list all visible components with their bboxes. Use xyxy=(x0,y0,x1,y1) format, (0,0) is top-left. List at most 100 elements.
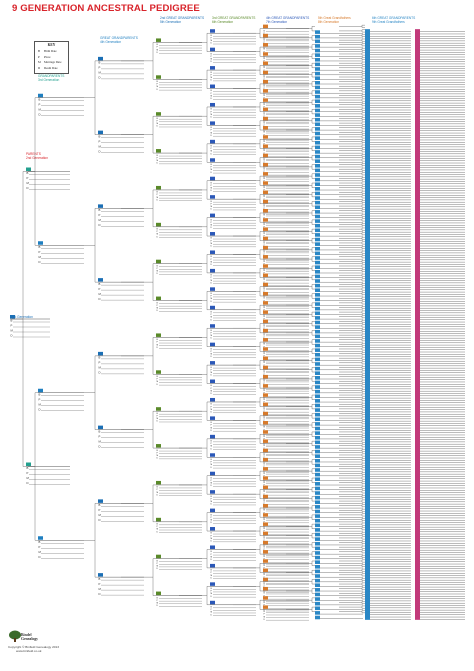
field-label: P xyxy=(157,194,159,196)
gen9-father-marker xyxy=(365,72,370,76)
gen9-mother-marker xyxy=(415,584,420,588)
gen9-father-marker xyxy=(365,95,370,99)
gen9-mother-marker xyxy=(415,545,420,549)
gen9-father-marker xyxy=(365,132,370,136)
field-label: B xyxy=(264,491,266,493)
gen9-mother-marker xyxy=(415,206,420,210)
gen8-marker xyxy=(315,597,320,601)
gen9-mother-marker xyxy=(415,395,420,399)
gen9-father-marker xyxy=(365,227,370,231)
field-label: B xyxy=(264,132,266,134)
field-label: D xyxy=(264,103,266,105)
gen8-marker xyxy=(315,214,320,219)
gen9-father-marker xyxy=(365,112,370,116)
field-label: D xyxy=(264,471,266,473)
gen9-father-marker xyxy=(365,409,370,413)
gen9-mother-marker xyxy=(415,146,420,150)
gen9-mother-marker xyxy=(415,176,420,180)
gen8-marker xyxy=(315,339,320,343)
gen9-mother-marker xyxy=(415,473,420,477)
gen9-mother-marker xyxy=(415,508,420,512)
gen8-marker xyxy=(315,380,320,385)
field-label: D xyxy=(264,149,266,151)
field-label: B xyxy=(211,293,213,295)
gen8-marker xyxy=(315,205,320,210)
person-marker xyxy=(210,305,215,310)
gen9-mother-marker xyxy=(415,324,420,328)
gen9-mother-marker xyxy=(415,526,420,530)
gen8-marker xyxy=(315,343,320,348)
gen8-marker xyxy=(315,458,320,463)
gen9-father-marker xyxy=(365,524,370,528)
field-label: B xyxy=(264,298,266,300)
field-label: P xyxy=(211,240,213,242)
field-label: M xyxy=(39,550,42,554)
gen9-mother-marker xyxy=(415,135,420,139)
field-label: D xyxy=(264,186,266,188)
gen8-marker xyxy=(315,560,320,564)
field-label: B xyxy=(157,265,159,267)
gen9-mother-marker xyxy=(415,234,420,238)
field-label: P xyxy=(211,333,213,335)
person-marker xyxy=(210,379,215,384)
field-label: P xyxy=(99,139,101,143)
gen9-father-marker xyxy=(365,31,370,35)
gen8-marker xyxy=(315,251,320,256)
gen9-father-marker xyxy=(365,607,370,611)
gen9-mother-marker xyxy=(415,79,420,83)
gen9-mother-marker xyxy=(415,607,420,611)
field-label: P xyxy=(157,526,159,528)
gen-label-5th-great: 5th Great Grandfathers 8th Generation xyxy=(318,16,351,24)
gen9-mother-marker xyxy=(415,185,420,189)
gen9-father-marker xyxy=(365,418,370,422)
gen9-mother-marker xyxy=(415,593,420,597)
gen9-mother-marker xyxy=(415,328,420,332)
gen9-father-marker xyxy=(365,427,370,431)
gen9-father-marker xyxy=(365,614,370,618)
gen-label-3rd-great: 3rd GREAT GRANDPARENTS 6th Generation xyxy=(212,16,256,24)
gen9-father-marker xyxy=(365,310,370,314)
field-label: M xyxy=(157,492,159,494)
gen9-mother-marker xyxy=(415,167,420,171)
gen9-mother-marker xyxy=(415,418,420,422)
field-label: P xyxy=(99,213,101,217)
gen9-father-marker xyxy=(365,478,370,482)
gen9-father-marker xyxy=(365,29,370,33)
person-marker xyxy=(10,315,15,319)
gen9-mother-marker xyxy=(415,483,420,487)
field-label: M xyxy=(211,335,213,337)
gen8-marker xyxy=(315,53,320,57)
person-marker xyxy=(263,531,268,536)
gen9-father-marker xyxy=(365,473,370,477)
gen9-mother-marker xyxy=(415,162,420,166)
field-label: D xyxy=(264,490,266,492)
gen9-father-marker xyxy=(365,411,370,415)
gen8-marker xyxy=(315,265,320,269)
gen8-marker xyxy=(315,34,320,39)
gen9-mother-marker xyxy=(415,347,420,351)
gen9-mother-marker xyxy=(415,443,420,447)
field-label: B xyxy=(157,192,159,194)
field-label: P xyxy=(211,259,213,261)
gen9-mother-marker xyxy=(415,303,420,307)
field-label: B xyxy=(264,537,266,539)
gen9-mother-marker xyxy=(415,95,420,99)
gen9-mother-marker xyxy=(415,469,420,473)
field-label: M xyxy=(99,292,102,296)
person-marker xyxy=(210,508,215,513)
field-label: B xyxy=(264,104,266,106)
gen9-father-marker xyxy=(365,100,370,104)
gen9-mother-marker xyxy=(415,494,420,498)
gen9-father-marker xyxy=(365,204,370,208)
field-label: B xyxy=(99,503,101,507)
gen8-marker xyxy=(315,518,320,523)
gen8-marker xyxy=(315,104,320,108)
field-label: B xyxy=(211,164,213,166)
field-label: B xyxy=(264,519,266,521)
gen9-mother-marker xyxy=(415,255,420,259)
gen9-father-marker xyxy=(365,241,370,245)
field-label: P xyxy=(39,102,41,106)
field-label: B xyxy=(211,367,213,369)
gen9-mother-marker xyxy=(415,439,420,443)
gen9-mother-marker xyxy=(415,390,420,394)
